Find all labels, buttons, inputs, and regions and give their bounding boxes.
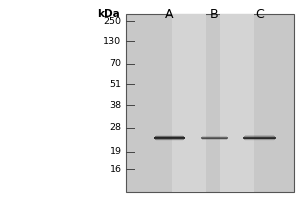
Bar [155,139,184,140]
Bar [245,140,274,141]
Bar [201,137,228,138]
Text: 130: 130 [103,36,122,46]
Bar [202,138,227,139]
Bar [220,14,254,192]
Bar [155,139,184,140]
Bar [154,138,185,139]
Text: C: C [255,8,264,21]
Text: 250: 250 [103,17,122,25]
Text: 16: 16 [110,164,122,173]
Text: 70: 70 [110,60,122,68]
Bar [126,14,294,192]
Text: 28: 28 [110,123,122,132]
Text: B: B [210,8,219,21]
Bar [243,137,276,138]
Bar [154,137,185,138]
Bar [156,135,183,136]
Bar [203,135,226,136]
Bar [244,136,275,137]
Bar [155,136,184,137]
Bar [172,14,206,192]
Bar [156,135,183,136]
Bar [244,139,275,140]
Bar [245,135,274,136]
Bar [244,138,275,139]
Text: kDa: kDa [97,9,120,19]
Bar [202,139,227,140]
Bar [202,138,227,139]
Text: A: A [165,8,174,21]
Bar [202,136,227,137]
Bar [154,137,185,138]
Bar [243,138,276,139]
Bar [156,140,183,141]
Text: 38: 38 [110,100,122,110]
Text: 51: 51 [110,80,122,88]
Text: 19: 19 [110,148,122,156]
Bar [202,139,226,140]
Bar [245,135,274,136]
